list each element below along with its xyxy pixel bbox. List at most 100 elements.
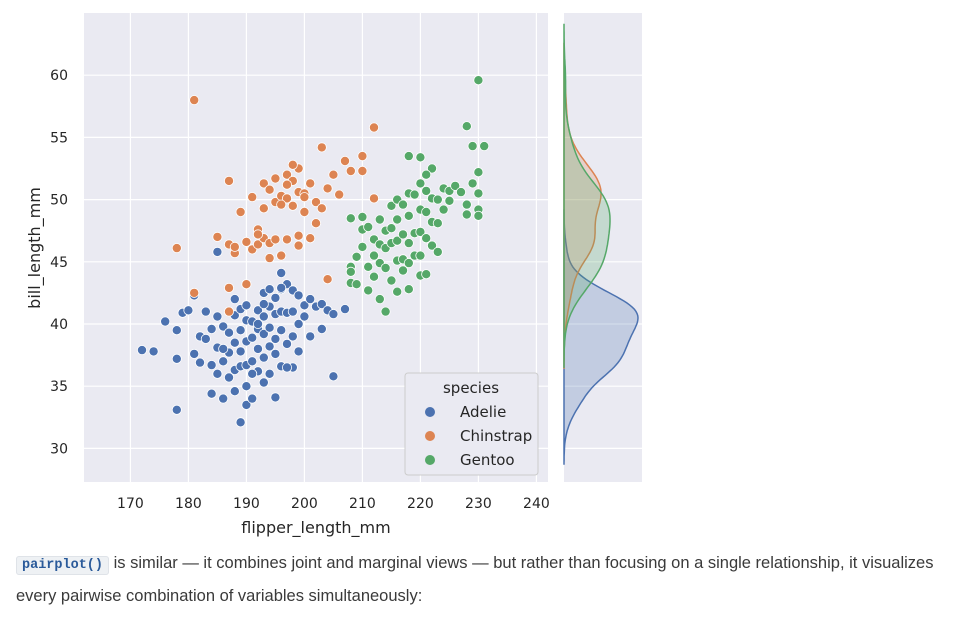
point-gentoo [363, 221, 374, 232]
point-adelie [276, 267, 287, 278]
point-chinstrap [189, 287, 200, 298]
point-chinstrap [287, 200, 298, 211]
point-chinstrap [357, 151, 368, 162]
y-axis-label: bill_length_mm [25, 187, 45, 309]
point-adelie [247, 356, 258, 367]
point-adelie [305, 331, 316, 342]
point-gentoo [397, 229, 408, 240]
point-chinstrap [339, 155, 350, 166]
point-gentoo [432, 246, 443, 257]
point-gentoo [426, 163, 437, 174]
point-chinstrap [281, 179, 292, 190]
point-gentoo [415, 178, 426, 189]
x-tick-label: 170 [117, 496, 144, 512]
point-adelie [270, 348, 281, 359]
point-adelie [299, 311, 310, 322]
legend-marker-chinstrap [425, 431, 435, 441]
kde-adelie [563, 209, 639, 465]
point-chinstrap [293, 230, 304, 241]
marginal-axes-background [564, 13, 642, 482]
point-adelie [171, 404, 182, 415]
point-gentoo [357, 241, 368, 252]
point-gentoo [455, 187, 466, 198]
legend-marker-gentoo [425, 455, 435, 465]
point-gentoo [403, 151, 414, 162]
point-gentoo [444, 195, 455, 206]
point-chinstrap [276, 199, 287, 210]
y-tick-label: 30 [50, 441, 68, 457]
point-chinstrap [310, 218, 321, 229]
y-tick-label: 35 [50, 379, 68, 395]
point-chinstrap [305, 233, 316, 244]
point-chinstrap [299, 192, 310, 203]
point-gentoo [403, 284, 414, 295]
point-adelie [229, 294, 240, 305]
point-chinstrap [287, 159, 298, 170]
x-tick-label: 180 [175, 496, 202, 512]
point-chinstrap [276, 250, 287, 261]
scatter-points [136, 75, 490, 428]
point-gentoo [397, 265, 408, 276]
point-adelie [316, 299, 327, 310]
point-chinstrap [357, 165, 368, 176]
point-chinstrap [334, 189, 345, 200]
point-chinstrap [328, 169, 339, 180]
point-gentoo [421, 233, 432, 244]
point-adelie [235, 346, 246, 357]
point-adelie [328, 371, 339, 382]
point-chinstrap [322, 274, 333, 285]
point-gentoo [363, 285, 374, 296]
point-gentoo [380, 262, 391, 273]
pairplot-code-link[interactable]: pairplot() [16, 556, 110, 575]
point-gentoo [415, 226, 426, 237]
point-gentoo [345, 266, 356, 277]
point-adelie [223, 372, 234, 383]
point-adelie [287, 331, 298, 342]
point-gentoo [392, 286, 403, 297]
point-adelie [258, 311, 269, 322]
joint-plot: 170 180 190 200 210 220 230 240 30354045505560 … [25, 13, 642, 538]
point-gentoo [403, 258, 414, 269]
point-adelie [264, 322, 275, 333]
x-tick-label: 240 [523, 496, 550, 512]
point-gentoo [467, 141, 478, 152]
point-adelie [264, 341, 275, 352]
point-adelie [258, 352, 269, 363]
point-gentoo [386, 275, 397, 286]
point-adelie [258, 328, 269, 339]
point-chinstrap [212, 231, 223, 242]
point-adelie [235, 325, 246, 336]
point-gentoo [351, 251, 362, 262]
point-adelie [212, 311, 223, 322]
point-adelie [264, 284, 275, 295]
point-adelie [194, 357, 205, 368]
point-adelie [276, 325, 287, 336]
point-adelie [252, 343, 263, 354]
point-adelie [247, 332, 258, 343]
legend-entry-chinstrap: Chinstrap [460, 427, 532, 445]
point-gentoo [415, 152, 426, 163]
point-chinstrap [258, 178, 269, 189]
y-tick-label: 50 [50, 193, 68, 209]
point-gentoo [374, 214, 385, 225]
point-adelie [183, 305, 194, 316]
point-adelie [171, 325, 182, 336]
point-chinstrap [299, 206, 310, 217]
point-gentoo [386, 200, 397, 211]
point-adelie [247, 368, 258, 379]
point-adelie [241, 300, 252, 311]
point-gentoo [368, 271, 379, 282]
point-adelie [218, 321, 229, 332]
point-adelie [241, 381, 252, 392]
point-adelie [264, 368, 275, 379]
point-adelie [258, 377, 269, 388]
point-gentoo [438, 204, 449, 215]
point-adelie [206, 323, 217, 334]
point-chinstrap [264, 253, 275, 264]
point-adelie [293, 290, 304, 301]
point-chinstrap [229, 241, 240, 252]
legend: species Adelie Chinstrap Gentoo [404, 372, 539, 476]
point-chinstrap [368, 193, 379, 204]
point-adelie [148, 346, 159, 357]
point-chinstrap [264, 184, 275, 195]
